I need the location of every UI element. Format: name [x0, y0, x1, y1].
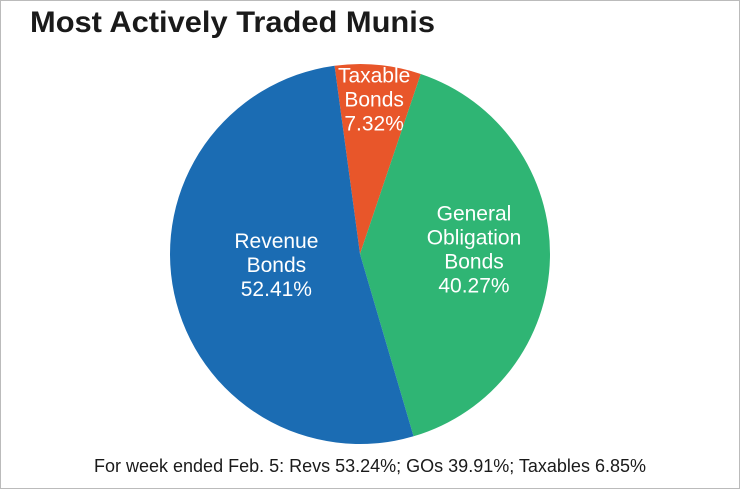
- pie-slice: [360, 73, 551, 437]
- slice-label: Taxable Bonds: [338, 64, 410, 111]
- footnote: For week ended Feb. 5: Revs 53.24%; GOs …: [94, 456, 646, 476]
- value-label: 52.41%: [241, 278, 312, 301]
- pie-slice: [170, 65, 414, 444]
- chart-title: Most Actively Traded Munis: [30, 6, 435, 39]
- value-label: 7.32%: [344, 112, 404, 135]
- pie-slice: [334, 64, 421, 255]
- slice-label: General Obligation Bonds: [427, 202, 522, 273]
- slice-label: Revenue Bonds: [234, 230, 318, 277]
- value-label: 40.27%: [438, 274, 509, 297]
